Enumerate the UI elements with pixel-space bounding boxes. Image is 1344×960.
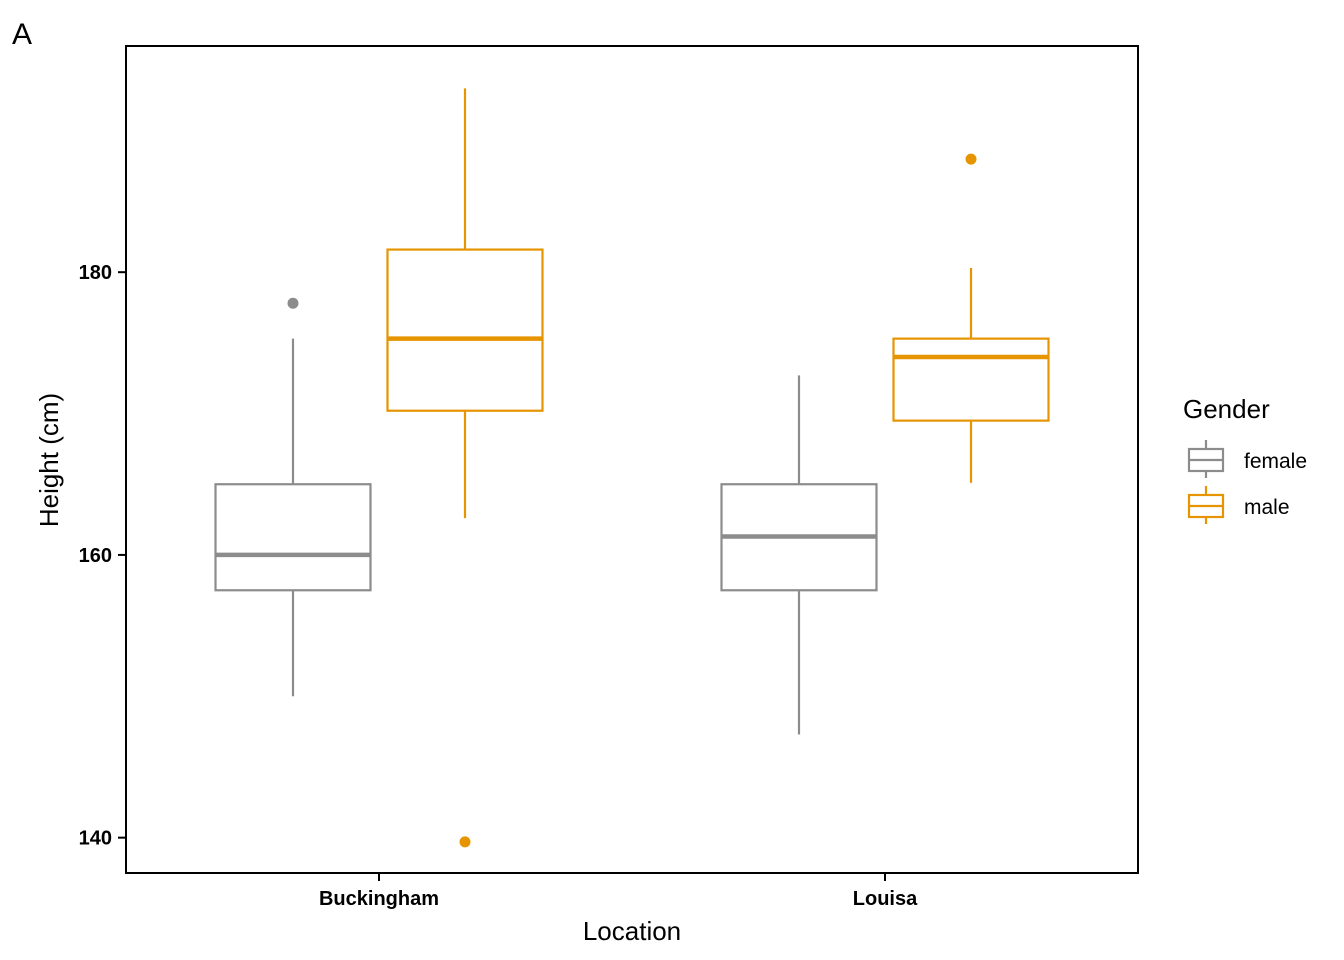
- legend: Gender female male: [1183, 394, 1307, 524]
- box-layer: [214, 88, 1050, 848]
- y-axis: 140 160 180: [79, 262, 126, 850]
- box-iqr: [386, 248, 544, 412]
- box-iqr: [214, 483, 372, 592]
- outlier-point: [965, 153, 977, 165]
- outlier-point: [287, 297, 299, 309]
- y-axis-title: Height (cm): [34, 393, 64, 527]
- legend-label: female: [1244, 450, 1307, 473]
- legend-title: Gender: [1183, 394, 1270, 424]
- plot-panel-border: [125, 45, 1139, 874]
- legend-item-female: female: [1187, 440, 1307, 478]
- legend-label: male: [1244, 496, 1290, 519]
- x-tick-label: Louisa: [853, 888, 918, 910]
- x-tick-label: Buckingham: [319, 888, 439, 910]
- box-female-louisa: [720, 375, 878, 735]
- box-iqr: [892, 337, 1050, 422]
- legend-item-male: male: [1187, 486, 1290, 524]
- x-axis: Buckingham Louisa: [319, 873, 918, 910]
- y-tick-label: 140: [79, 828, 112, 850]
- x-axis-title: Location: [583, 916, 681, 946]
- box-male-buckingham: [386, 88, 544, 848]
- outlier-point: [459, 836, 471, 848]
- y-tick-label: 160: [79, 545, 112, 567]
- box-female-buckingham: [214, 297, 372, 697]
- y-tick-label: 180: [79, 262, 112, 284]
- panel-tag: A: [12, 18, 32, 51]
- box-male-louisa: [892, 153, 1050, 483]
